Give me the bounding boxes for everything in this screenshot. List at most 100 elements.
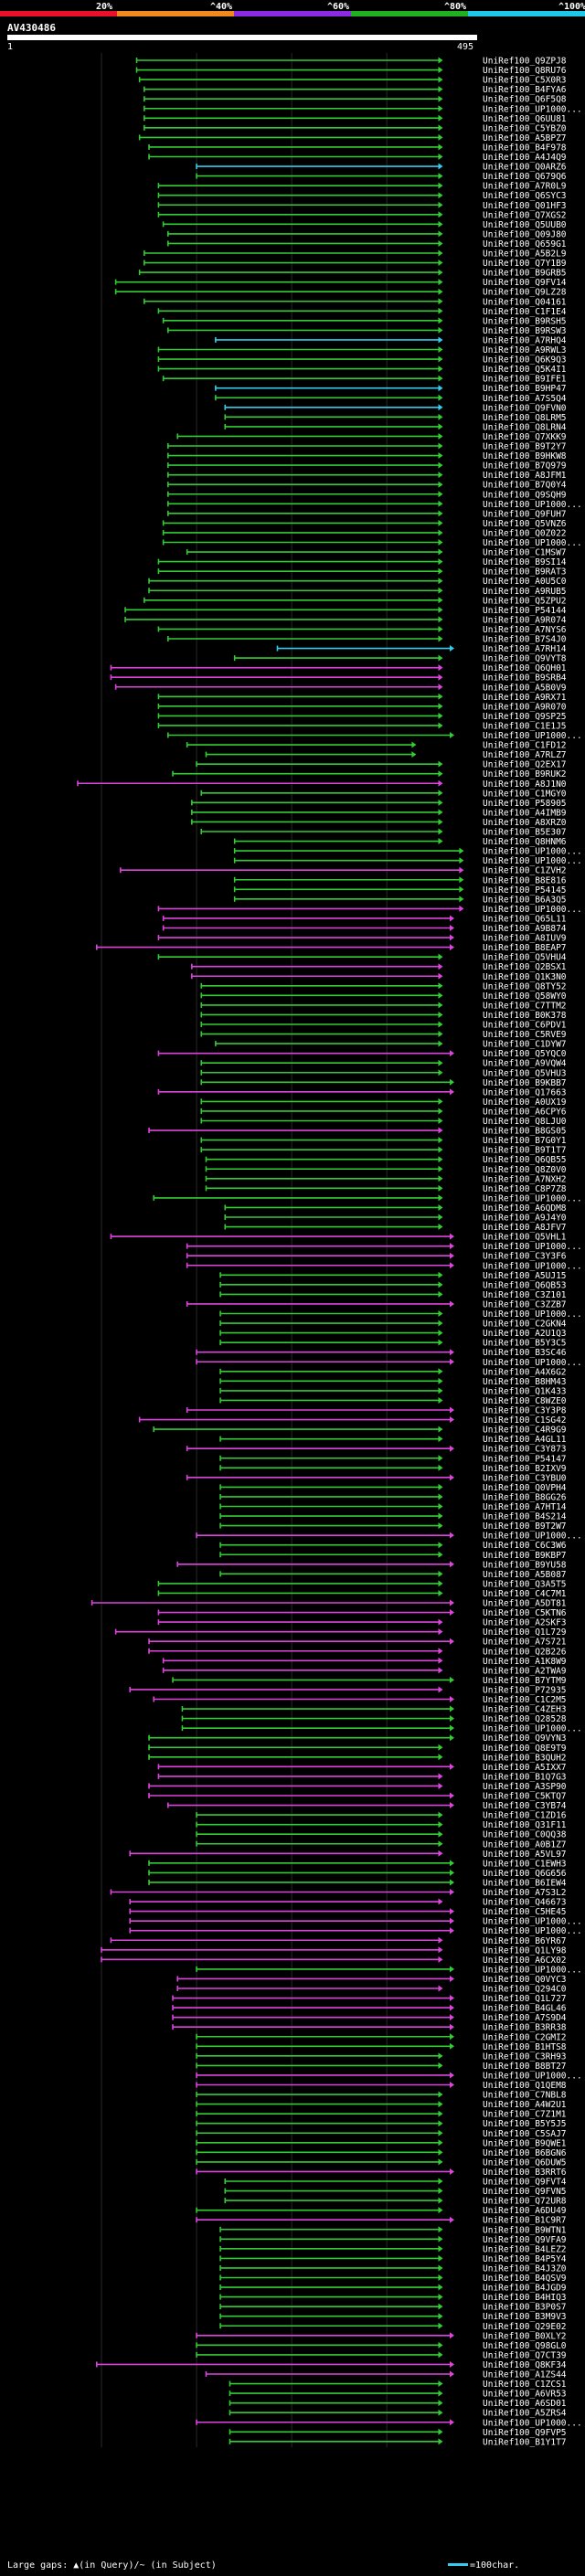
hit-label[interactable]: UniRef100_Q17663: [483, 1087, 567, 1097]
hit-label[interactable]: UniRef100_A2SKF3: [483, 1618, 567, 1628]
hit-row[interactable]: UniRef100_A4W2U1: [196, 2100, 567, 2110]
hit-label[interactable]: UniRef100_C1C2M5: [483, 1695, 567, 1705]
hit-row[interactable]: UniRef100_A3SP90: [148, 1782, 567, 1792]
hit-label[interactable]: UniRef100_B6IEW4: [483, 1878, 567, 1888]
hit-row[interactable]: UniRef100_A5UJ15: [219, 1271, 567, 1281]
hit-label[interactable]: UniRef100_B7Q979: [483, 461, 567, 472]
hit-label[interactable]: UniRef100_C1FD12: [483, 741, 567, 751]
hit-row[interactable]: UniRef100_UP1000...: [129, 1917, 582, 1927]
hit-row[interactable]: UniRef100_Q7XKK9: [176, 432, 567, 442]
hit-row[interactable]: UniRef100_C5KTQ7: [148, 1792, 567, 1802]
hit-row[interactable]: UniRef100_Q5VNZ6: [162, 519, 567, 529]
hit-row[interactable]: UniRef100_Q7Y1B9: [144, 259, 567, 269]
hit-label[interactable]: UniRef100_UP1000...: [483, 500, 582, 510]
hit-label[interactable]: UniRef100_B3QUH2: [483, 1753, 567, 1763]
hit-label[interactable]: UniRef100_C5SAJ7: [483, 2129, 567, 2139]
hit-label[interactable]: UniRef100_A4IMB9: [483, 808, 567, 818]
hit-label[interactable]: UniRef100_A4X6G2: [483, 1367, 567, 1377]
hit-row[interactable]: UniRef100_B9KBP7: [219, 1551, 567, 1561]
hit-row[interactable]: UniRef100_A4IMB9: [191, 808, 567, 818]
hit-row[interactable]: UniRef100_B9YU58: [176, 1560, 567, 1570]
hit-label[interactable]: UniRef100_Q98GL0: [483, 2341, 567, 2351]
hit-row[interactable]: UniRef100_B4LEZ2: [219, 2244, 567, 2254]
hit-row[interactable]: UniRef100_Q8LRN4: [224, 422, 567, 432]
hit-label[interactable]: UniRef100_A0U5C0: [483, 577, 567, 587]
hit-label[interactable]: UniRef100_B9WTN1: [483, 2225, 567, 2235]
hit-row[interactable]: UniRef100_Q294C0: [176, 1985, 567, 1995]
hit-row[interactable]: UniRef100_A5B0V9: [114, 683, 567, 693]
hit-label[interactable]: UniRef100_A6VR53: [483, 2390, 567, 2400]
hit-row[interactable]: UniRef100_B9WTN1: [219, 2225, 567, 2235]
hit-label[interactable]: UniRef100_A9J4Y0: [483, 1214, 567, 1224]
hit-label[interactable]: UniRef100_A9VQW4: [483, 1059, 567, 1069]
hit-label[interactable]: UniRef100_UP1000...: [483, 905, 582, 915]
hit-row[interactable]: UniRef100_A7S721: [148, 1638, 567, 1648]
hit-row[interactable]: UniRef100_A9VQW4: [200, 1059, 567, 1069]
hit-row[interactable]: UniRef100_C1MSW7: [186, 548, 567, 558]
hit-label[interactable]: UniRef100_B8E816: [483, 875, 567, 885]
hit-label[interactable]: UniRef100_C3ZZB7: [483, 1299, 567, 1309]
hit-label[interactable]: UniRef100_C1MSW7: [483, 548, 567, 558]
hit-label[interactable]: UniRef100_A5B2L9: [483, 249, 567, 260]
hit-row[interactable]: UniRef100_C3RH93: [196, 2051, 567, 2062]
hit-label[interactable]: UniRef100_Q29E02: [483, 2322, 567, 2332]
hit-row[interactable]: UniRef100_Q65L11: [162, 914, 567, 924]
hit-label[interactable]: UniRef100_Q1L727: [483, 1994, 567, 2004]
hit-label[interactable]: UniRef100_C3Y3P8: [483, 1406, 567, 1416]
hit-label[interactable]: UniRef100_Q28528: [483, 1714, 567, 1724]
hit-label[interactable]: UniRef100_C1SG42: [483, 1415, 567, 1426]
hit-row[interactable]: UniRef100_Q1K433: [219, 1386, 567, 1396]
hit-label[interactable]: UniRef100_A9R074: [483, 615, 567, 625]
hit-row[interactable]: UniRef100_Q7XGS2: [157, 210, 567, 220]
hit-label[interactable]: UniRef100_P54147: [483, 1454, 567, 1464]
hit-row[interactable]: UniRef100_B9QWE1: [196, 2138, 567, 2148]
hit-row[interactable]: UniRef100_B7YTM9: [172, 1676, 567, 1686]
hit-row[interactable]: UniRef100_A8XRZ0: [191, 818, 567, 828]
hit-label[interactable]: UniRef100_B4LEZ2: [483, 2244, 567, 2254]
hit-row[interactable]: UniRef100_B1C9R7: [196, 2216, 567, 2226]
hit-label[interactable]: UniRef100_B9KBB7: [483, 1078, 567, 1088]
hit-row[interactable]: UniRef100_A7HT14: [219, 1502, 567, 1512]
hit-row[interactable]: UniRef100_B3QUH2: [148, 1753, 567, 1763]
hit-row[interactable]: UniRef100_Q72UR8: [224, 2197, 567, 2207]
hit-label[interactable]: UniRef100_A8J1N0: [483, 779, 567, 790]
hit-row[interactable]: UniRef100_UP1000...: [144, 104, 582, 114]
hit-row[interactable]: UniRef100_A7S9D4: [172, 2013, 567, 2023]
hit-row[interactable]: UniRef100_B6YR67: [110, 1936, 567, 1946]
hit-row[interactable]: UniRef100_Q5K4I1: [157, 365, 567, 375]
hit-label[interactable]: UniRef100_B3P0S7: [483, 2303, 567, 2313]
hit-label[interactable]: UniRef100_B4GL46: [483, 2004, 567, 2014]
hit-row[interactable]: UniRef100_B5Y5J5: [196, 2119, 567, 2129]
hit-row[interactable]: UniRef100_A7RH14: [276, 644, 567, 654]
hit-label[interactable]: UniRef100_B3RR38: [483, 2023, 567, 2033]
hit-label[interactable]: UniRef100_A5UJ15: [483, 1271, 567, 1281]
hit-label[interactable]: UniRef100_B9RSW3: [483, 326, 567, 336]
hit-row[interactable]: UniRef100_B5E307: [200, 828, 567, 838]
hit-label[interactable]: UniRef100_UP1000...: [483, 1724, 582, 1734]
hit-label[interactable]: UniRef100_C1EWH3: [483, 1859, 567, 1869]
hit-row[interactable]: UniRef100_UP1000...: [181, 1724, 582, 1734]
hit-label[interactable]: UniRef100_B7S4J0: [483, 635, 567, 645]
hit-label[interactable]: UniRef100_B4F978: [483, 143, 567, 153]
hit-label[interactable]: UniRef100_A9R070: [483, 702, 567, 712]
hit-label[interactable]: UniRef100_A5ZRS4: [483, 2409, 567, 2419]
hit-row[interactable]: UniRef100_A9J4Y0: [224, 1214, 567, 1224]
hit-row[interactable]: UniRef100_B9RUK2: [172, 769, 567, 779]
hit-label[interactable]: UniRef100_A3SP90: [483, 1782, 567, 1792]
hit-row[interactable]: UniRef100_Q6QH01: [110, 663, 567, 673]
hit-label[interactable]: UniRef100_Q31F11: [483, 1820, 567, 1830]
hit-row[interactable]: UniRef100_B1Q7G3: [157, 1772, 567, 1782]
hit-row[interactable]: UniRef100_A4GL11: [219, 1435, 567, 1445]
hit-row[interactable]: UniRef100_C5SAJ7: [196, 2129, 567, 2139]
hit-label[interactable]: UniRef100_UP1000...: [483, 1242, 582, 1252]
hit-row[interactable]: UniRef100_C1E1J5: [157, 721, 567, 731]
hit-row[interactable]: UniRef100_A7S5Q4: [215, 394, 567, 404]
hit-row[interactable]: UniRef100_Q8LJU0: [200, 1117, 567, 1127]
hit-row[interactable]: UniRef100_Q8HNM6: [233, 837, 567, 847]
hit-row[interactable]: UniRef100_B6A3Q5: [233, 895, 567, 905]
hit-label[interactable]: UniRef100_B9T1T7: [483, 1146, 567, 1156]
hit-label[interactable]: UniRef100_B2IXV9: [483, 1464, 567, 1474]
hit-label[interactable]: UniRef100_Q72UR8: [483, 2197, 567, 2207]
hit-label[interactable]: UniRef100_B4HIQ3: [483, 2293, 567, 2303]
hit-row[interactable]: UniRef100_UP1000...: [196, 1965, 582, 1975]
